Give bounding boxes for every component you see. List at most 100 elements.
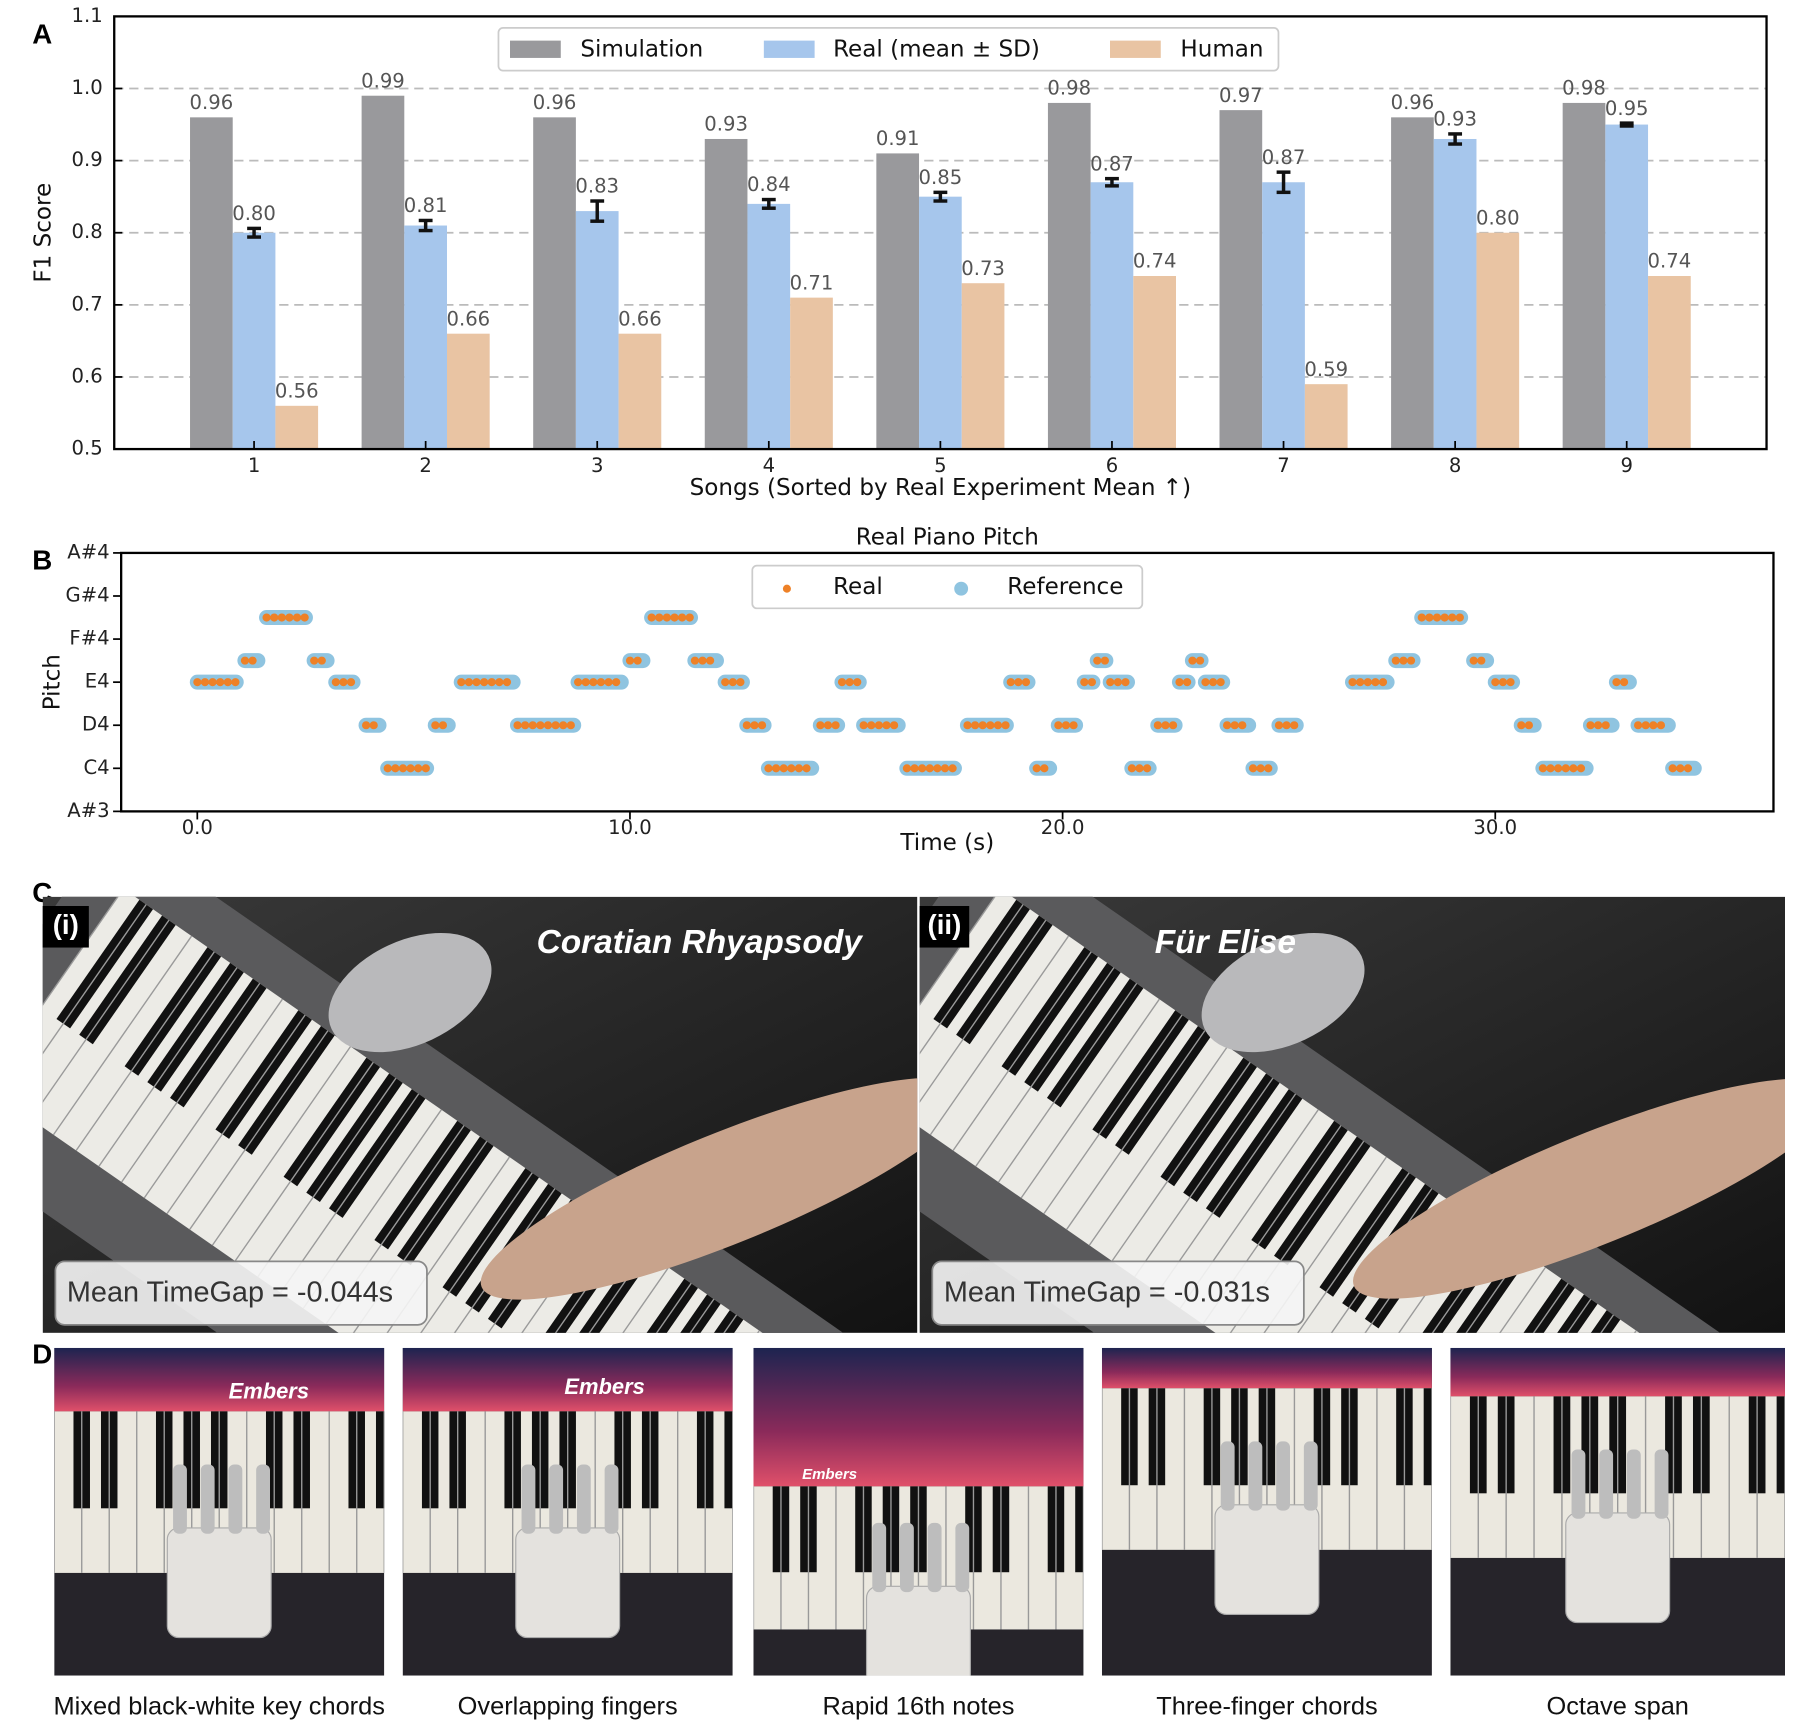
robot-hand	[1565, 1512, 1671, 1624]
key-edge	[1499, 1267, 1546, 1333]
key-edge	[1088, 1046, 1229, 1246]
value-label: 0.96	[533, 91, 577, 114]
panel-label: D	[32, 1338, 52, 1369]
key-edge	[143, 998, 283, 1199]
overlay-text: Embers	[229, 1379, 309, 1404]
bar	[1648, 276, 1691, 450]
robot-finger	[549, 1464, 564, 1534]
arm	[1353, 1078, 1785, 1299]
value-label: 0.87	[1090, 152, 1134, 175]
panel-label: A	[32, 18, 52, 49]
photo	[42, 896, 918, 1333]
legend-swatch	[1110, 40, 1161, 58]
photo-tag: (ii)	[928, 909, 962, 940]
robot-finger	[955, 1522, 970, 1593]
x-tick-label: 4	[763, 454, 775, 477]
photo-title: Für Elise	[1155, 924, 1296, 961]
value-label: 0.85	[919, 166, 963, 189]
robot-hand	[1201, 932, 1365, 1053]
y-tick-label: D4	[82, 713, 110, 736]
bar	[961, 283, 1005, 450]
error-bar	[590, 199, 605, 223]
note-band	[1450, 1347, 1785, 1397]
note-box	[54, 1260, 428, 1326]
value-label: 0.74	[1648, 250, 1692, 273]
key-edge	[257, 1077, 397, 1278]
value-label: 0.95	[1605, 97, 1649, 120]
robot-finger	[1599, 1449, 1614, 1519]
note-band	[402, 1347, 733, 1412]
bar	[404, 225, 447, 450]
y-tick-label: A#3	[67, 799, 109, 822]
value-label: 0.66	[447, 307, 491, 330]
photo	[54, 1347, 385, 1676]
key-edge	[42, 904, 147, 1055]
key-edge	[98, 967, 238, 1167]
overlay-text: Embers	[564, 1374, 644, 1399]
x-tick-label: 3	[591, 454, 603, 477]
value-label: 0.97	[1219, 84, 1263, 107]
photo	[402, 1347, 733, 1676]
robot-finger	[1248, 1441, 1263, 1511]
photo	[753, 1347, 1084, 1676]
clip-caption: Mixed black-white key chords	[54, 1693, 385, 1721]
bar	[1047, 102, 1091, 450]
value-label: 0.99	[361, 69, 405, 92]
key-edge	[1566, 1298, 1592, 1333]
note-band	[1101, 1347, 1432, 1389]
clip-caption: Overlapping fingers	[458, 1693, 678, 1721]
key-edge	[655, 1282, 692, 1333]
robot-finger	[1626, 1449, 1641, 1519]
value-label: 0.98	[1047, 77, 1091, 100]
key-edge	[997, 983, 1138, 1183]
plot-frame	[120, 551, 1775, 813]
robot-finger	[927, 1522, 942, 1593]
overlay-text: Embers	[802, 1466, 857, 1483]
key-edge	[1296, 1172, 1410, 1333]
key-edge	[121, 983, 261, 1183]
value-label: 0.84	[747, 173, 791, 196]
key-edge	[42, 896, 119, 1007]
note-band	[753, 1347, 1084, 1487]
robot-finger	[1276, 1441, 1290, 1511]
value-label: 0.80	[1476, 206, 1520, 229]
robot-finger	[872, 1522, 887, 1593]
y-axis-label: Pitch	[40, 654, 66, 710]
key-edge	[622, 1267, 670, 1333]
key-edge	[952, 951, 1092, 1151]
photo	[1450, 1347, 1785, 1676]
bar	[1391, 117, 1434, 450]
robot-finger	[521, 1464, 536, 1534]
bar	[1090, 182, 1134, 450]
bar	[361, 95, 405, 450]
panel-label: B	[32, 544, 52, 575]
clip-caption: Octave span	[1546, 1693, 1688, 1721]
legend-swatch	[510, 40, 561, 58]
key-edge	[1532, 1282, 1569, 1333]
robot-finger	[576, 1464, 591, 1534]
x-tick-label: 7	[1277, 454, 1289, 477]
error-bar	[1105, 176, 1119, 188]
arm	[480, 1077, 918, 1300]
bar	[1433, 138, 1477, 450]
key-edge	[1066, 1030, 1206, 1230]
key-edge	[234, 1061, 374, 1262]
y-tick-label: 0.6	[72, 364, 103, 387]
value-label: 0.93	[704, 113, 748, 136]
error-bar	[418, 218, 433, 233]
key-edge	[919, 904, 1024, 1055]
value-label: 0.91	[876, 127, 920, 150]
key-edge	[919, 896, 996, 1007]
bar	[876, 153, 920, 450]
black-key	[1423, 1388, 1432, 1486]
value-label: 0.74	[1133, 250, 1177, 273]
value-label: 0.87	[1262, 146, 1306, 169]
x-tick-label: 10.0	[608, 816, 652, 839]
key-edge	[975, 967, 1115, 1167]
error-bar	[933, 190, 948, 203]
y-tick-label: F#4	[69, 627, 109, 650]
black-key	[1075, 1486, 1084, 1573]
bar	[1133, 276, 1177, 450]
key-edge	[279, 1093, 420, 1293]
robot-hand	[166, 1527, 272, 1639]
